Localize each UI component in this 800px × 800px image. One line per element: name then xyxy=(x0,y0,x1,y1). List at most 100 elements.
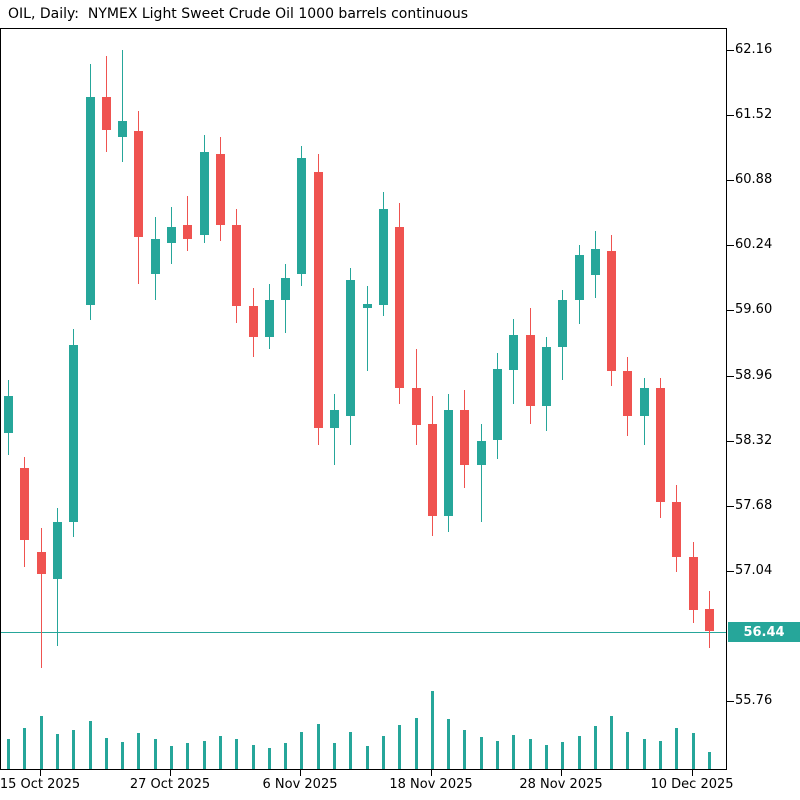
candle-body xyxy=(444,410,453,516)
candle-body xyxy=(314,172,323,428)
price-tick-mark xyxy=(727,245,734,246)
price-tick-label: 62.16 xyxy=(735,42,773,57)
price-tick-mark xyxy=(727,180,734,181)
candle-wick xyxy=(122,50,123,162)
volume-bar xyxy=(366,746,369,769)
volume-bar xyxy=(72,730,75,769)
volume-bar xyxy=(512,735,515,769)
volume-bar xyxy=(349,732,352,769)
candle-body xyxy=(509,335,518,370)
candle-body xyxy=(395,227,404,388)
candle-body xyxy=(558,300,567,347)
volume-bar xyxy=(154,739,157,769)
candle-body xyxy=(672,502,681,557)
time-tick-label: 18 Nov 2025 xyxy=(389,777,473,792)
volume-bar xyxy=(186,743,189,769)
volume-bar xyxy=(692,733,695,769)
candle-body xyxy=(281,278,290,300)
price-tick-mark xyxy=(727,701,734,702)
candle-body xyxy=(86,97,95,305)
volume-bar xyxy=(643,739,646,769)
price-tick-label: 58.96 xyxy=(735,368,773,383)
time-tick-label: 27 Oct 2025 xyxy=(129,777,211,792)
volume-bar xyxy=(480,737,483,769)
price-tick-label: 61.52 xyxy=(735,107,773,122)
time-tick-mark xyxy=(561,770,562,776)
candle-wick xyxy=(367,286,368,371)
candle-wick xyxy=(481,424,482,522)
time-tick-mark xyxy=(300,770,301,776)
price-tick-mark xyxy=(727,310,734,311)
candle-body xyxy=(363,304,372,308)
volume-bar xyxy=(545,745,548,769)
price-tick-label: 60.24 xyxy=(735,237,773,252)
candle-wick xyxy=(41,528,42,668)
time-tick-label: 15 Oct 2025 xyxy=(0,777,81,792)
candle-body xyxy=(69,345,78,522)
price-tick-label: 55.76 xyxy=(735,693,773,708)
candle-body xyxy=(705,609,714,631)
candle-body xyxy=(134,131,143,237)
volume-bar xyxy=(610,716,613,769)
volume-bar xyxy=(252,745,255,769)
candle-body xyxy=(265,300,274,337)
candle-body xyxy=(607,251,616,371)
time-tick-mark xyxy=(40,770,41,776)
candle-body xyxy=(346,280,355,416)
candle-body xyxy=(656,388,665,502)
price-tick-label: 57.04 xyxy=(735,563,773,578)
price-tick-mark xyxy=(727,506,734,507)
candle-body xyxy=(167,227,176,243)
volume-bar xyxy=(578,736,581,769)
candle-body xyxy=(575,255,584,300)
candle-body xyxy=(379,209,388,305)
volume-bar xyxy=(284,743,287,769)
chart-title: OIL, Daily: NYMEX Light Sweet Crude Oil … xyxy=(8,6,469,22)
time-tick-label: 10 Dec 2025 xyxy=(650,777,734,792)
time-tick-label: 28 Nov 2025 xyxy=(519,777,603,792)
price-tick-mark xyxy=(727,571,734,572)
volume-bar xyxy=(170,746,173,769)
plot-area[interactable] xyxy=(0,28,727,770)
volume-bar xyxy=(594,726,597,769)
price-tick-label: 58.32 xyxy=(735,433,773,448)
volume-bar xyxy=(7,739,10,769)
volume-bar xyxy=(496,741,499,769)
volume-bar xyxy=(268,748,271,769)
volume-bar xyxy=(235,739,238,769)
candle-body xyxy=(20,468,29,540)
volume-bar xyxy=(447,719,450,769)
candle-body xyxy=(53,522,62,579)
volume-bar xyxy=(121,742,124,769)
volume-bar xyxy=(89,721,92,769)
volume-bar xyxy=(333,743,336,769)
candle-body xyxy=(249,306,258,337)
volume-bar xyxy=(398,725,401,769)
volume-bar xyxy=(675,728,678,769)
candle-body xyxy=(118,121,127,137)
price-tick-mark xyxy=(727,376,734,377)
current-price-badge: 56.44 xyxy=(728,622,800,642)
candle-body xyxy=(232,225,241,306)
volume-bar xyxy=(415,718,418,769)
volume-bar xyxy=(561,742,564,769)
candle-body xyxy=(151,239,160,274)
time-tick-mark xyxy=(431,770,432,776)
price-tick-label: 59.60 xyxy=(735,302,773,317)
candle-body xyxy=(183,225,192,239)
volume-bar xyxy=(137,733,140,769)
candle-body xyxy=(591,249,600,275)
price-tick-mark xyxy=(727,115,734,116)
volume-bar xyxy=(203,741,206,769)
volume-bar xyxy=(105,738,108,769)
candle-body xyxy=(297,158,306,274)
volume-bar xyxy=(431,691,434,769)
volume-bar xyxy=(219,736,222,769)
candle-body xyxy=(477,441,486,465)
time-tick-label: 6 Nov 2025 xyxy=(262,777,338,792)
candle-body xyxy=(4,396,13,433)
volume-bar xyxy=(463,730,466,769)
time-tick-mark xyxy=(692,770,693,776)
candle-wick xyxy=(334,394,335,465)
